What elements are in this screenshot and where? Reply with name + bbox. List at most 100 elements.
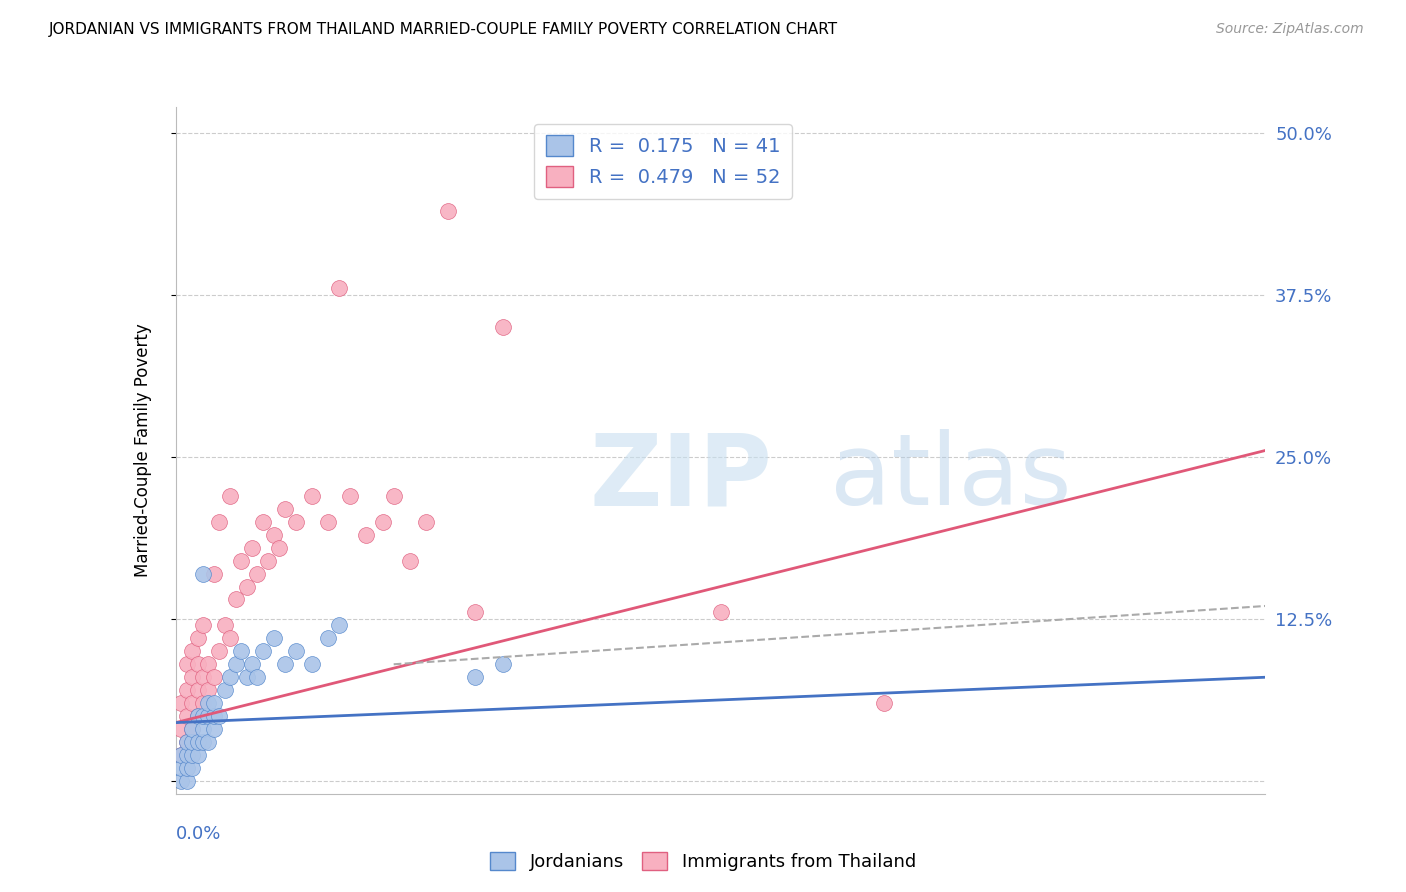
Point xyxy=(191,618,214,632)
Point xyxy=(176,735,198,749)
Point xyxy=(235,580,257,594)
Point xyxy=(318,632,340,646)
Legend: Jordanians, Immigrants from Thailand: Jordanians, Immigrants from Thailand xyxy=(482,845,924,879)
Point xyxy=(176,773,198,788)
Point xyxy=(219,632,242,646)
Point xyxy=(301,489,323,503)
Point xyxy=(186,632,209,646)
Point xyxy=(176,709,198,723)
Point xyxy=(208,644,231,658)
Point xyxy=(246,670,269,684)
Point xyxy=(197,709,219,723)
Point xyxy=(176,683,198,698)
Point xyxy=(269,541,291,555)
Point xyxy=(208,515,231,529)
Point xyxy=(252,515,274,529)
Y-axis label: Married-Couple Family Poverty: Married-Couple Family Poverty xyxy=(134,324,152,577)
Point xyxy=(181,644,204,658)
Point xyxy=(191,566,214,581)
Text: JORDANIAN VS IMMIGRANTS FROM THAILAND MARRIED-COUPLE FAMILY POVERTY CORRELATION : JORDANIAN VS IMMIGRANTS FROM THAILAND MA… xyxy=(49,22,838,37)
Point xyxy=(214,618,236,632)
Point xyxy=(219,670,242,684)
Text: 0.0%: 0.0% xyxy=(176,825,221,843)
Point xyxy=(356,527,378,541)
Point xyxy=(415,515,437,529)
Point xyxy=(181,722,204,736)
Point xyxy=(176,735,198,749)
Point xyxy=(202,709,225,723)
Point xyxy=(170,696,193,710)
Point xyxy=(186,709,209,723)
Point xyxy=(328,618,350,632)
Point xyxy=(191,722,214,736)
Point xyxy=(274,501,297,516)
Point xyxy=(181,696,204,710)
Point xyxy=(170,747,193,762)
Text: Source: ZipAtlas.com: Source: ZipAtlas.com xyxy=(1216,22,1364,37)
Point xyxy=(181,735,204,749)
Point xyxy=(170,722,193,736)
Point xyxy=(170,773,193,788)
Point xyxy=(240,541,263,555)
Point xyxy=(464,670,486,684)
Point xyxy=(186,657,209,672)
Point xyxy=(202,566,225,581)
Point xyxy=(176,657,198,672)
Point xyxy=(191,696,214,710)
Point xyxy=(202,696,225,710)
Point xyxy=(274,657,297,672)
Point xyxy=(214,683,236,698)
Text: atlas: atlas xyxy=(830,429,1071,526)
Point xyxy=(318,515,340,529)
Point xyxy=(231,553,253,567)
Point xyxy=(710,606,733,620)
Point xyxy=(197,683,219,698)
Point xyxy=(492,320,515,334)
Point xyxy=(263,632,285,646)
Point xyxy=(176,761,198,775)
Point xyxy=(181,747,204,762)
Point xyxy=(197,735,219,749)
Point xyxy=(257,553,280,567)
Point xyxy=(301,657,323,672)
Point xyxy=(186,735,209,749)
Point xyxy=(186,747,209,762)
Point xyxy=(225,592,247,607)
Point xyxy=(191,709,214,723)
Point xyxy=(263,527,285,541)
Point xyxy=(339,489,361,503)
Point xyxy=(492,657,515,672)
Point xyxy=(225,657,247,672)
Point xyxy=(284,515,307,529)
Point xyxy=(181,670,204,684)
Point xyxy=(399,553,422,567)
Point xyxy=(170,747,193,762)
Point xyxy=(873,696,896,710)
Point xyxy=(252,644,274,658)
Point xyxy=(284,644,307,658)
Point xyxy=(219,489,242,503)
Point xyxy=(176,747,198,762)
Point xyxy=(328,281,350,295)
Point xyxy=(191,735,214,749)
Point xyxy=(437,203,460,218)
Point xyxy=(202,722,225,736)
Point xyxy=(246,566,269,581)
Point xyxy=(186,709,209,723)
Point xyxy=(197,696,219,710)
Point xyxy=(181,722,204,736)
Point xyxy=(371,515,394,529)
Point xyxy=(186,683,209,698)
Point xyxy=(202,670,225,684)
Point xyxy=(464,606,486,620)
Point xyxy=(208,709,231,723)
Point xyxy=(181,761,204,775)
Point xyxy=(382,489,405,503)
Point xyxy=(240,657,263,672)
Point xyxy=(191,670,214,684)
Point xyxy=(170,761,193,775)
Legend: R =  0.175   N = 41, R =  0.479   N = 52: R = 0.175 N = 41, R = 0.479 N = 52 xyxy=(534,124,792,199)
Text: ZIP: ZIP xyxy=(591,429,773,526)
Point xyxy=(235,670,257,684)
Point xyxy=(231,644,253,658)
